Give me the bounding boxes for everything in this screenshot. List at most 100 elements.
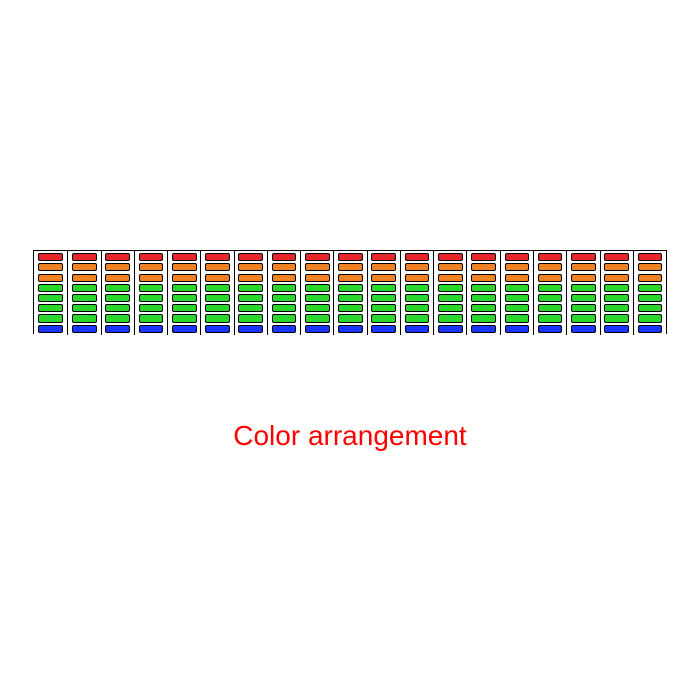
grid-cell <box>405 284 430 292</box>
grid-cell <box>505 325 530 333</box>
grid-cell <box>205 274 230 282</box>
grid-cell <box>338 253 363 261</box>
grid-cell <box>538 314 563 322</box>
grid-cell <box>505 274 530 282</box>
grid-cell <box>205 304 230 312</box>
grid-column <box>34 251 67 335</box>
grid-column <box>167 251 200 335</box>
grid-cell <box>604 274 629 282</box>
grid-cell <box>105 274 130 282</box>
grid-cell <box>305 294 330 302</box>
grid-cell <box>571 284 596 292</box>
grid-cell <box>438 294 463 302</box>
grid-cell <box>604 253 629 261</box>
grid-cell <box>471 325 496 333</box>
grid-cell <box>471 284 496 292</box>
grid-cell <box>604 294 629 302</box>
grid-cell <box>438 274 463 282</box>
grid-column <box>433 251 466 335</box>
grid-cell <box>604 325 629 333</box>
grid-cell <box>205 284 230 292</box>
grid-cell <box>72 294 97 302</box>
grid-cell <box>272 253 297 261</box>
grid-cell <box>604 304 629 312</box>
grid-cell <box>405 253 430 261</box>
grid-cell <box>505 304 530 312</box>
grid-cell <box>272 314 297 322</box>
caption-label: Color arrangement <box>0 420 700 452</box>
grid-cell <box>238 294 263 302</box>
grid-cell <box>305 314 330 322</box>
grid-column <box>67 251 100 335</box>
grid-cell <box>38 284 63 292</box>
grid-cell <box>571 294 596 302</box>
grid-column <box>300 251 333 335</box>
grid-cell <box>638 314 663 322</box>
grid-cell <box>72 325 97 333</box>
grid-cell <box>538 294 563 302</box>
grid-cell <box>238 304 263 312</box>
grid-cell <box>505 294 530 302</box>
grid-cell <box>571 304 596 312</box>
grid-cell <box>405 314 430 322</box>
grid-cell <box>471 304 496 312</box>
grid-column <box>367 251 400 335</box>
grid-cell <box>505 284 530 292</box>
grid-cell <box>272 304 297 312</box>
grid-cell <box>205 294 230 302</box>
grid-cell <box>338 304 363 312</box>
grid-cell <box>371 263 396 271</box>
grid-column <box>633 251 666 335</box>
grid-cell <box>272 294 297 302</box>
grid-cell <box>205 253 230 261</box>
grid-cell <box>338 314 363 322</box>
grid-cell <box>371 274 396 282</box>
grid-cell <box>139 274 164 282</box>
color-arrangement-grid <box>33 250 667 334</box>
grid-cell <box>505 253 530 261</box>
grid-cell <box>72 314 97 322</box>
grid-cell <box>571 263 596 271</box>
grid-column <box>333 251 366 335</box>
grid-cell <box>438 314 463 322</box>
grid-cell <box>571 314 596 322</box>
grid-column <box>134 251 167 335</box>
grid-cell <box>638 274 663 282</box>
grid-cell <box>139 325 164 333</box>
grid-cell <box>238 314 263 322</box>
grid-cell <box>638 284 663 292</box>
grid-cell <box>305 284 330 292</box>
grid-cell <box>172 325 197 333</box>
grid-cell <box>105 263 130 271</box>
grid-cell <box>272 325 297 333</box>
grid-cell <box>105 294 130 302</box>
grid-cell <box>72 304 97 312</box>
grid-column <box>400 251 433 335</box>
grid-column <box>500 251 533 335</box>
grid-cell <box>105 253 130 261</box>
grid-cell <box>105 284 130 292</box>
grid-cell <box>139 263 164 271</box>
grid-cell <box>571 253 596 261</box>
grid-cell <box>139 314 164 322</box>
grid-cell <box>538 304 563 312</box>
grid-cell <box>371 304 396 312</box>
grid-cell <box>38 325 63 333</box>
grid-cell <box>305 263 330 271</box>
grid-cell <box>272 263 297 271</box>
grid-cell <box>172 263 197 271</box>
grid-cell <box>471 253 496 261</box>
grid-cell <box>604 263 629 271</box>
grid-cell <box>538 253 563 261</box>
grid-cell <box>405 274 430 282</box>
grid-cell <box>538 284 563 292</box>
grid-cell <box>438 325 463 333</box>
grid-cell <box>305 274 330 282</box>
grid-cell <box>272 284 297 292</box>
grid-cell <box>205 325 230 333</box>
grid-cell <box>538 274 563 282</box>
grid-cell <box>139 284 164 292</box>
grid-cell <box>38 294 63 302</box>
grid-cell <box>604 314 629 322</box>
grid-cell <box>571 325 596 333</box>
